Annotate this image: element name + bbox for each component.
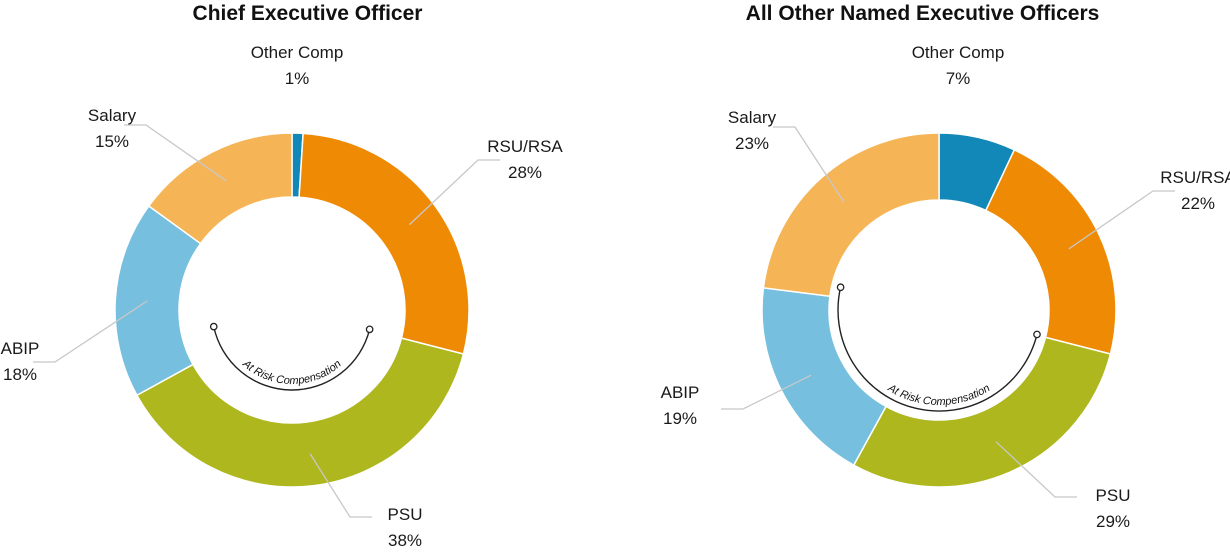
bracket-endpoint xyxy=(836,283,845,292)
slice-pct-abip: 18% xyxy=(3,365,37,384)
slice-pct-salary: 15% xyxy=(95,132,129,151)
slice-label-psu: PSU xyxy=(388,505,423,524)
leader-line-psu xyxy=(309,453,372,518)
slice-psu xyxy=(852,336,1112,488)
chart-title: All Other Named Executive Officers xyxy=(745,2,1100,25)
leader-line-abip xyxy=(33,300,148,363)
slice-pct-other-comp: 7% xyxy=(946,69,971,88)
leader-line-salary xyxy=(773,126,845,203)
slice-label-other-comp: Other Comp xyxy=(251,43,344,62)
slice-label-salary: Salary xyxy=(728,108,777,127)
slice-pct-psu: 29% xyxy=(1096,512,1130,531)
slice-pct-abip: 19% xyxy=(663,409,697,428)
slice-pct-salary: 23% xyxy=(735,134,769,153)
chart-title: Chief Executive Officer xyxy=(192,2,423,25)
slice-pct-rsu-rsa: 22% xyxy=(1181,194,1215,213)
at-risk-bracket xyxy=(213,326,371,391)
leader-line-psu xyxy=(995,441,1077,498)
slice-abip xyxy=(761,286,888,467)
bracket-endpoint xyxy=(1033,330,1041,339)
slice-pct-other-comp: 1% xyxy=(285,69,310,88)
slice-label-abip: ABIP xyxy=(1,339,40,358)
slice-rsu-rsa xyxy=(298,132,470,355)
slice-psu xyxy=(135,337,465,488)
ceo-chart-panel: Chief Executive Officer Other Comp 1% RSU/… xyxy=(1,2,564,550)
ceo-donut-chart: Other Comp 1% RSU/RSA 28% PSU 38% ABIP 18% Salar… xyxy=(1,43,564,550)
slice-label-other-comp: Other Comp xyxy=(912,43,1005,62)
slice-pct-rsu-rsa: 28% xyxy=(508,163,542,182)
slice-label-rsu-rsa: RSU/RSA xyxy=(487,137,563,156)
bracket-endpoint xyxy=(365,325,374,334)
neo-chart-panel: All Other Named Executive Officers Other… xyxy=(615,0,1230,552)
slice-label-psu: PSU xyxy=(1096,486,1131,505)
slice-salary xyxy=(762,132,940,298)
slice-label-rsu-rsa: RSU/RSA xyxy=(1160,168,1230,187)
leader-line-rsu-rsa xyxy=(408,159,500,226)
slice-label-abip: ABIP xyxy=(661,383,700,402)
leader-line-salary xyxy=(124,124,227,182)
at-risk-bracket xyxy=(837,287,1038,412)
neo-donut-chart: Other Comp 7% RSU/RSA 22% PSU 29% ABIP 19% Salar… xyxy=(661,43,1230,531)
at-risk-label: At Risk Compensation xyxy=(240,357,344,387)
slice-pct-psu: 38% xyxy=(388,531,422,550)
leader-line-abip xyxy=(721,374,812,410)
slice-label-salary: Salary xyxy=(88,106,137,125)
bracket-endpoint xyxy=(209,322,218,331)
slice-salary xyxy=(147,132,293,245)
slice-rsu-rsa xyxy=(984,148,1117,355)
leader-line-rsu-rsa xyxy=(1068,190,1175,250)
